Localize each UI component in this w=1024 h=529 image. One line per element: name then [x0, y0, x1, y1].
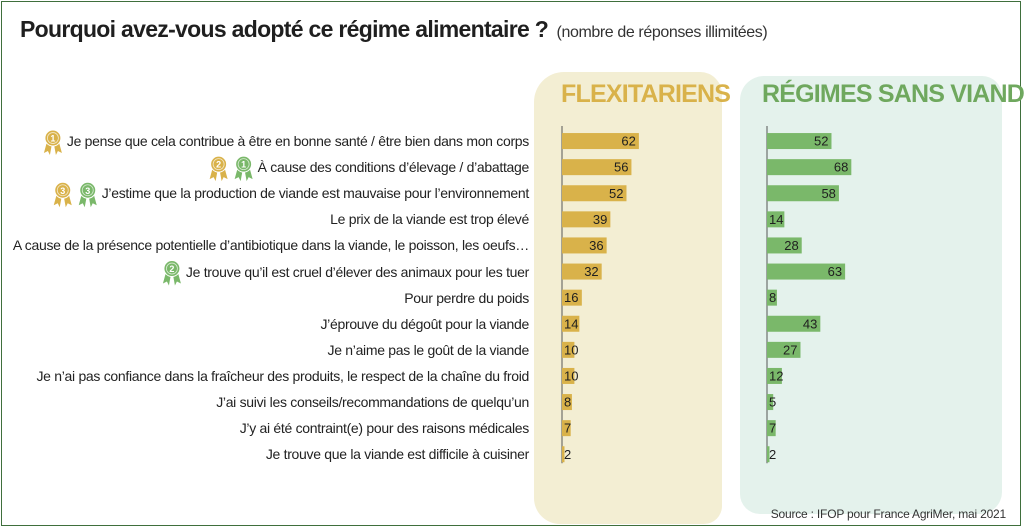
category-label: J’y ai été contraint(e) pour des raisons…	[239, 420, 530, 437]
data-label: 2	[769, 447, 776, 462]
category-label: J’estime que la production de viande est…	[101, 185, 530, 202]
bar	[767, 185, 839, 202]
data-label: 58	[821, 186, 835, 201]
data-label: 36	[589, 238, 603, 253]
category-label: J’éprouve du dégoût pour la viande	[320, 315, 529, 332]
bar	[562, 185, 627, 202]
bar	[767, 133, 832, 150]
bar	[562, 133, 639, 150]
category-label: Je n’aime pas le goût de la viande	[327, 341, 530, 358]
rank-medal-icon: 1	[43, 129, 62, 156]
bar	[767, 420, 776, 437]
data-label: 2	[564, 447, 571, 462]
svg-text:3: 3	[85, 186, 90, 196]
data-label: 10	[564, 368, 578, 383]
data-label: 39	[593, 212, 607, 227]
rank-medal-icon: 2	[209, 155, 228, 182]
data-label: 7	[564, 421, 571, 436]
data-label: 14	[769, 212, 783, 227]
data-label: 27	[783, 342, 797, 357]
data-label: 43	[803, 316, 817, 331]
bar	[767, 289, 777, 306]
source-note: Source : IFOP pour France AgriMer, mai 2…	[770, 507, 1006, 521]
bar	[562, 289, 582, 306]
bar	[562, 263, 602, 280]
bar	[767, 159, 852, 176]
data-label: 8	[564, 395, 571, 410]
data-label: 32	[584, 264, 598, 279]
svg-text:2: 2	[216, 160, 221, 170]
svg-text:1: 1	[50, 134, 55, 144]
bar	[562, 159, 632, 176]
data-label: 52	[814, 134, 828, 149]
data-label: 56	[614, 160, 628, 175]
bar	[767, 367, 782, 384]
data-label: 8	[769, 290, 776, 305]
bar	[767, 341, 801, 358]
bar	[562, 315, 580, 332]
category-label: Je n’ai pas confiance dans la fraîcheur …	[36, 367, 529, 384]
title-row: Pourquoi avez-vous adopté ce régime alim…	[20, 16, 768, 43]
bar	[767, 263, 846, 280]
data-label: 7	[769, 421, 776, 436]
series-header-flexitariens: FLEXITARIENS	[561, 80, 731, 108]
svg-text:1: 1	[241, 160, 246, 170]
category-label: J’ai suivi les conseils/recommandations …	[216, 394, 529, 411]
bar	[562, 394, 572, 411]
rank-medal-icon: 1	[234, 155, 253, 182]
series-header-sans-viande: RÉGIMES SANS VIANDE	[762, 80, 1024, 108]
data-label: 12	[769, 368, 783, 383]
data-label: 10	[564, 342, 578, 357]
data-label: 52	[609, 186, 623, 201]
category-label: Je trouve qu’il est cruel d’élever des a…	[185, 263, 529, 280]
category-label: Je pense que cela contribue à être en bo…	[66, 133, 529, 150]
svg-text:3: 3	[60, 186, 65, 196]
bar	[562, 446, 565, 463]
bar	[767, 237, 802, 254]
data-label: 16	[564, 290, 578, 305]
svg-text:2: 2	[169, 264, 174, 274]
bar	[562, 341, 575, 358]
category-label: À cause des conditions d’élevage / d’aba…	[257, 159, 530, 176]
category-label: Je trouve que la viande est difficile à …	[265, 446, 529, 463]
rank-medal-icon: 3	[78, 181, 97, 208]
category-label: A cause de la présence potentielle d’ant…	[12, 237, 529, 254]
bar	[767, 211, 785, 228]
bar	[562, 237, 607, 254]
data-label: 14	[564, 316, 578, 331]
bar	[767, 315, 821, 332]
data-label: 28	[784, 238, 798, 253]
category-label: Le prix de la viande est trop élevé	[330, 211, 529, 228]
data-label: 63	[828, 264, 842, 279]
bar	[562, 367, 575, 384]
rank-medal-icon: 2	[162, 260, 181, 286]
bar	[562, 211, 611, 228]
data-label: 68	[834, 160, 848, 175]
bar	[767, 394, 774, 411]
bar	[767, 446, 770, 463]
chart-subtitle: (nombre de réponses illimitées)	[556, 24, 768, 41]
data-label: 62	[621, 134, 635, 149]
rank-medal-icon: 3	[53, 181, 72, 208]
chart-title: Pourquoi avez-vous adopté ce régime alim…	[20, 16, 549, 42]
bar	[562, 420, 571, 437]
category-label: Pour perdre du poids	[404, 289, 529, 306]
data-label: 5	[769, 395, 776, 410]
